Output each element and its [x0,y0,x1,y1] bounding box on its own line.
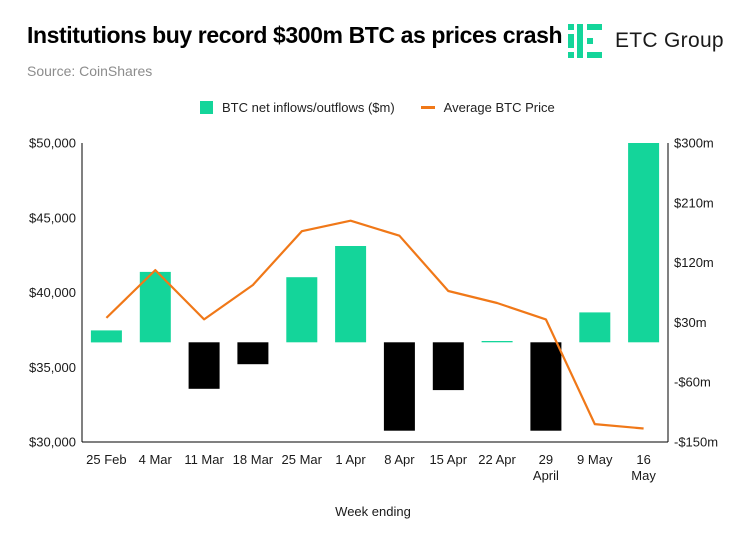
flow-bar [335,246,367,343]
x-tick-label: 29 April [533,452,559,483]
x-tick-label: 18 Mar [233,452,274,467]
right-tick-label: $30m [674,315,707,330]
x-tick-label: 8 Apr [384,452,415,467]
right-tick-label: $210m [674,195,714,210]
x-tick-label: 4 Mar [139,452,173,467]
flow-bar [481,341,513,343]
right-tick-label: $300m [674,136,714,151]
right-tick-label: -$60m [674,375,711,390]
flow-bar [628,143,660,343]
chart-source: Source: CoinShares [27,63,153,79]
legend-label-inflows: BTC net inflows/outflows ($m) [222,100,395,115]
x-tick-label: 15 Apr [429,452,467,467]
flow-bar [139,271,171,343]
x-tick-label: 22 Apr [478,452,516,467]
left-tick-label: $30,000 [29,435,76,450]
legend-item-inflows: BTC net inflows/outflows ($m) [200,100,395,115]
left-tick-label: $40,000 [29,285,76,300]
legend-swatch-line [420,106,435,109]
right-tick-label: -$150m [674,435,718,450]
flow-bar [432,342,464,391]
etc-logo-icon [568,24,602,58]
x-axis-title: Week ending [335,504,411,519]
flow-bar [530,342,562,431]
x-tick-label: 25 Feb [86,452,126,467]
legend-label-price: Average BTC Price [443,100,555,115]
x-tick-label: 25 Mar [282,452,323,467]
flow-bar [90,330,122,343]
flow-bar [188,342,220,389]
left-tick-label: $45,000 [29,210,76,225]
flow-bar [286,277,318,343]
logo-text: ETC Group [615,29,724,52]
chart-title: Institutions buy record $300m BTC as pri… [27,22,563,48]
brand-logo: ETC Group [568,24,724,58]
left-tick-label: $35,000 [29,360,76,375]
x-tick-label: 1 Apr [335,452,366,467]
x-tick-label: 11 Mar [184,452,224,467]
x-tick-label: 9 May [577,452,613,467]
flow-bar [383,342,415,431]
left-tick-label: $50,000 [29,136,76,151]
price-line [105,219,644,430]
flow-bar [237,342,269,365]
legend-item-price: Average BTC Price [420,100,555,115]
chart-legend: BTC net inflows/outflows ($m) Average BT… [200,100,581,115]
legend-swatch-bar [200,101,213,114]
right-tick-label: $120m [674,255,714,270]
flow-bar [579,312,611,343]
x-tick-label: 16 May [631,452,656,483]
